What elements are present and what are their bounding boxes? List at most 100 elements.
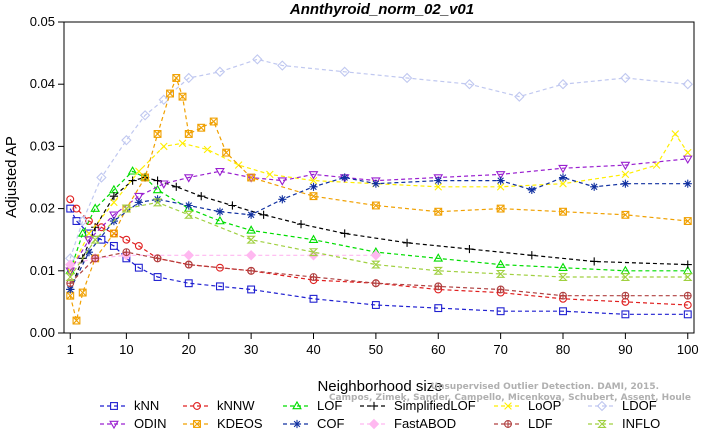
legend-item-fastabod: FastABOD <box>360 416 456 431</box>
point-marker <box>682 155 693 165</box>
point-marker <box>203 145 212 154</box>
point-marker <box>109 211 119 221</box>
point-marker <box>652 161 661 169</box>
point-marker-cross <box>683 217 692 225</box>
y-tick-label: 0.00 <box>30 325 55 340</box>
series-line <box>69 176 688 290</box>
point-marker <box>183 250 194 261</box>
chart-title: Annthyroid_norm_02_v01 <box>289 1 474 18</box>
point-marker-cross <box>559 207 567 216</box>
point-marker <box>496 183 505 191</box>
point-marker <box>590 257 599 266</box>
y-tick-label: 0.01 <box>30 263 55 278</box>
point-marker <box>84 248 94 257</box>
point-marker <box>401 72 413 84</box>
point-marker <box>558 164 568 174</box>
point-marker <box>166 89 174 98</box>
x-tick-label: 30 <box>244 342 258 357</box>
point-marker <box>558 273 568 281</box>
point-marker <box>152 198 163 207</box>
plot-frame <box>63 21 695 334</box>
point-marker <box>434 176 443 185</box>
point-marker <box>620 161 631 171</box>
point-marker <box>183 72 194 84</box>
legend-label: SimplifiedLOF <box>394 398 476 413</box>
point-marker-cross <box>172 74 181 82</box>
point-marker <box>134 263 143 272</box>
citation-line-1: Unsupervised Outlier Detection. DAMI, 20… <box>431 382 659 392</box>
point-marker <box>402 238 412 247</box>
point-marker <box>77 228 88 237</box>
x-tick-label: 50 <box>369 342 383 357</box>
point-marker <box>193 420 201 428</box>
point-marker <box>683 310 692 319</box>
point-marker <box>178 92 187 101</box>
point-marker <box>620 273 631 281</box>
point-marker <box>292 400 302 410</box>
point-marker <box>215 263 224 272</box>
point-marker-cross <box>185 261 193 268</box>
point-marker <box>621 310 630 319</box>
point-marker <box>368 418 380 430</box>
y-tick-label: 0.05 <box>30 14 55 29</box>
point-marker <box>246 225 256 234</box>
point-marker-cross <box>504 420 512 428</box>
point-marker <box>90 203 101 212</box>
point-marker <box>160 142 168 151</box>
point-marker <box>557 79 569 90</box>
legend-label: FastABOD <box>394 416 456 431</box>
point-marker-cross <box>154 254 161 262</box>
point-marker <box>308 171 319 180</box>
y-ticks: 0.00 0.01 0.02 0.03 0.04 0.05 <box>30 14 64 340</box>
point-marker-cross <box>372 201 380 210</box>
point-marker-cross <box>122 248 130 256</box>
point-marker <box>184 130 193 138</box>
point-marker-cross <box>153 130 162 138</box>
y-tick-label: 0.02 <box>30 201 55 216</box>
point-marker-cross <box>91 254 99 262</box>
point-marker <box>496 307 505 316</box>
point-marker <box>183 174 194 183</box>
point-marker <box>247 210 256 219</box>
point-marker-cross <box>559 292 567 300</box>
legend-item-ldf: LDF <box>494 416 553 431</box>
series-inflo <box>65 198 693 281</box>
x-tick-label: 70 <box>493 342 507 357</box>
point-marker <box>96 172 107 183</box>
point-marker-cross <box>178 92 187 101</box>
point-marker <box>340 229 349 238</box>
point-marker <box>370 250 382 261</box>
point-marker <box>215 207 225 216</box>
legend-label: KDEOS <box>217 416 263 431</box>
point-marker <box>558 173 568 182</box>
point-marker-cross <box>209 117 218 126</box>
point-marker <box>495 269 506 278</box>
point-marker <box>84 236 94 245</box>
point-marker-cross <box>684 292 692 300</box>
point-marker <box>139 110 151 121</box>
point-marker-cross <box>496 204 505 213</box>
point-marker <box>371 260 381 269</box>
point-marker <box>184 279 193 288</box>
point-marker <box>433 266 443 275</box>
point-marker <box>433 253 444 262</box>
legend-label: ODIN <box>134 416 167 431</box>
point-marker-cross <box>184 130 193 138</box>
point-marker <box>683 179 692 188</box>
y-tick-label: 0.03 <box>30 138 55 153</box>
point-marker <box>222 148 231 157</box>
point-marker <box>66 195 75 204</box>
citation-line-2: Campos, Zimek, Sander, Campello, Micenko… <box>329 393 691 403</box>
x-tick-label: 10 <box>119 342 133 357</box>
point-marker <box>85 229 93 238</box>
point-marker-cross <box>247 173 255 182</box>
legend-item-knn: kNN <box>100 398 159 413</box>
point-marker <box>184 210 194 219</box>
legend-item-ldof: LDOF <box>588 398 657 413</box>
point-marker <box>121 134 132 146</box>
point-marker <box>514 91 525 102</box>
point-marker <box>77 215 88 227</box>
point-marker <box>110 402 118 410</box>
point-marker <box>91 223 100 232</box>
